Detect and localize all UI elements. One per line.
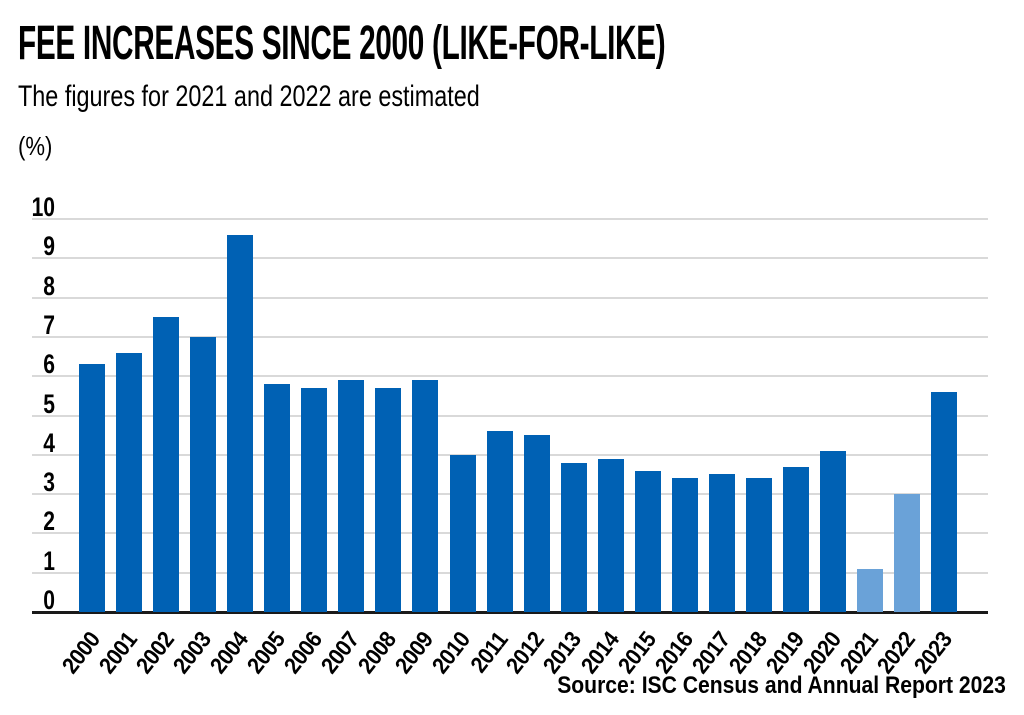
y-axis-tick-label: 7	[43, 309, 55, 340]
x-axis-tick-label: 2008	[352, 626, 402, 679]
bar	[746, 478, 772, 612]
bar	[820, 450, 846, 612]
bar	[598, 458, 624, 612]
x-axis-tick-label: 2009	[389, 626, 439, 679]
x-axis-tick-label: 2018	[723, 626, 772, 679]
bar	[375, 387, 401, 612]
x-axis-tick-label: 2019	[760, 626, 809, 679]
source-note: Source: ISC Census and Annual Report 202…	[557, 672, 1006, 699]
bar	[190, 336, 216, 612]
x-axis-tick-label: 2015	[612, 626, 661, 679]
y-axis-tick-label: 1	[43, 545, 55, 576]
bar	[79, 364, 105, 612]
gridline	[32, 335, 988, 338]
x-axis-tick-label: 2006	[278, 626, 328, 679]
x-axis-tick-label: 2007	[315, 626, 365, 679]
y-axis-tick-label: 5	[43, 388, 55, 419]
y-axis-unit-label: (%)	[18, 131, 53, 161]
bar	[338, 380, 364, 612]
y-axis-tick-label: 6	[43, 349, 55, 380]
bar	[524, 435, 550, 612]
y-axis-tick-label: 3	[43, 467, 55, 498]
x-axis-tick-label: 2020	[797, 626, 846, 679]
bar	[227, 234, 253, 612]
bar	[709, 474, 735, 612]
x-axis-tick-label: 2010	[426, 626, 476, 679]
x-axis-tick-label: 2004	[204, 626, 253, 679]
x-axis-tick-label: 2021	[834, 626, 883, 679]
y-axis-tick-label: 9	[43, 231, 55, 262]
x-axis-tick-label: 2022	[871, 626, 920, 679]
bar	[561, 462, 587, 612]
y-axis-tick-label: 8	[43, 270, 55, 301]
y-axis-tick-label: 0	[43, 585, 55, 615]
x-axis-tick-label: 2017	[686, 626, 735, 679]
gridline	[32, 218, 988, 220]
y-axis-tick-label: 10	[31, 192, 55, 222]
bar	[116, 352, 142, 612]
bar	[412, 380, 438, 612]
bar-estimated	[894, 494, 920, 612]
chart-subtitle: The figures for 2021 and 2022 are estima…	[18, 80, 480, 113]
x-axis-tick-label: 2023	[908, 626, 957, 679]
bar	[672, 478, 698, 612]
x-axis-tick-label: 2001	[93, 626, 142, 679]
bar	[301, 387, 327, 612]
x-axis-tick-label: 2003	[167, 626, 216, 679]
x-axis-tick-label: 2011	[464, 626, 513, 678]
x-axis-tick-label: 2012	[501, 626, 550, 679]
bar	[487, 431, 513, 612]
bar-estimated	[857, 568, 883, 612]
bar	[783, 466, 809, 612]
y-axis-tick-label: 2	[43, 506, 55, 537]
chart-title: FEE INCREASES SINCE 2000 (LIKE-FOR-LIKE)	[18, 17, 666, 70]
gridline	[32, 296, 988, 299]
x-axis-tick-label: 2000	[56, 626, 105, 679]
bar	[931, 391, 957, 612]
x-axis-tick-label: 2002	[130, 626, 179, 679]
gridline	[32, 414, 988, 417]
x-axis-baseline	[32, 611, 988, 614]
x-axis-tick-label: 2013	[538, 626, 587, 679]
bar	[450, 454, 476, 612]
bar	[635, 470, 661, 612]
gridline	[32, 375, 988, 378]
bar	[264, 384, 290, 612]
gridline	[32, 257, 988, 260]
x-axis-tick-label: 2016	[649, 626, 698, 679]
y-axis-tick-label: 4	[43, 427, 55, 458]
x-axis-tick-label: 2005	[241, 626, 291, 679]
x-axis-tick-label: 2014	[575, 626, 624, 679]
bar	[153, 317, 179, 612]
